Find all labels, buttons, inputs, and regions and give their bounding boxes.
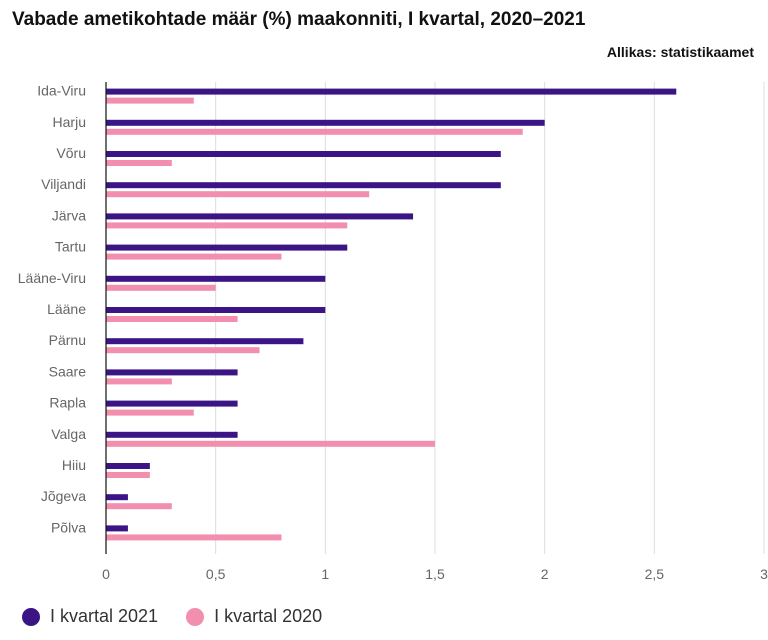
category-label: Saare: [49, 363, 87, 379]
bar-2020[interactable]: [106, 253, 282, 260]
category-label: Valga: [51, 426, 86, 442]
legend: I kvartal 2021 I kvartal 2020: [22, 606, 350, 627]
x-tick-label: 2: [541, 566, 549, 582]
category-label: Hiiu: [62, 457, 86, 473]
x-tick-label: 1: [321, 566, 329, 582]
bar-2021[interactable]: [106, 151, 501, 157]
bar-2020[interactable]: [106, 128, 523, 135]
x-tick-label: 1,5: [425, 566, 445, 582]
x-tick-label: 3: [760, 566, 768, 582]
bar-2020[interactable]: [106, 503, 172, 510]
bar-2020[interactable]: [106, 347, 260, 354]
bar-2020[interactable]: [106, 160, 172, 166]
legend-label-2020: I kvartal 2020: [214, 606, 323, 626]
category-label: Ida-Viru: [37, 83, 86, 99]
category-labels: Ida-Viru Harju Võru Viljandi Järva Tartu Lääne…: [18, 83, 86, 536]
bar-2021[interactable]: [106, 525, 128, 532]
bar-2021[interactable]: [106, 244, 348, 251]
legend-swatch-2020: [186, 607, 205, 626]
category-label: Viljandi: [41, 176, 86, 192]
category-label: Lääne: [47, 301, 86, 317]
bar-2021[interactable]: [106, 88, 677, 95]
source-note: Allikas: statistikaamet: [606, 44, 754, 60]
bar-2021[interactable]: [106, 182, 501, 189]
category-label: Lääne-Viru: [18, 270, 86, 286]
bar-2020[interactable]: [106, 97, 194, 104]
category-label: Tartu: [55, 239, 86, 255]
bar-2021[interactable]: [106, 463, 150, 469]
category-label: Võru: [56, 145, 86, 161]
legend-label-2021: I kvartal 2021: [50, 606, 159, 626]
bar-2021[interactable]: [106, 400, 238, 407]
category-label: Põlva: [51, 519, 86, 535]
bar-2021[interactable]: [106, 494, 128, 501]
bar-chart: Ida-Viru Harju Võru Viljandi Järva Tartu Lääne…: [18, 82, 768, 582]
bar-2020[interactable]: [106, 409, 194, 416]
bar-2021[interactable]: [106, 431, 238, 438]
legend-item-2020[interactable]: I kvartal 2020: [186, 606, 322, 627]
bar-2020[interactable]: [106, 440, 435, 447]
x-tick-label: 0,5: [206, 566, 226, 582]
bar-2020[interactable]: [106, 534, 282, 541]
legend-swatch-2021: [22, 607, 40, 626]
category-label: Harju: [53, 114, 86, 130]
category-label: Rapla: [49, 395, 86, 411]
bar-2020[interactable]: [106, 222, 348, 229]
bar-2021[interactable]: [106, 213, 414, 220]
legend-item-2021[interactable]: I kvartal 2021: [22, 606, 158, 627]
bar-2021[interactable]: [106, 307, 326, 313]
bar-2020[interactable]: [106, 191, 370, 198]
bar-2021[interactable]: [106, 119, 545, 126]
bar-2020[interactable]: [106, 316, 238, 322]
bar-2020[interactable]: [106, 472, 150, 478]
category-label: Pärnu: [49, 332, 86, 348]
x-tick-label: 0: [102, 566, 110, 582]
bars: [106, 88, 677, 541]
bar-2021[interactable]: [106, 275, 326, 282]
x-tick-label: 2,5: [645, 566, 665, 582]
chart-title: Vabade ametikohtade määr (%) maakonniti,…: [12, 9, 586, 30]
bar-2021[interactable]: [106, 338, 304, 345]
category-label: Järva: [52, 207, 86, 223]
bar-2020[interactable]: [106, 378, 172, 385]
bar-2020[interactable]: [106, 284, 216, 291]
bar-2021[interactable]: [106, 369, 238, 376]
category-label: Jõgeva: [41, 488, 86, 504]
tick-labels: 0 0,5 1 1,5 2 2,5 3: [102, 566, 768, 582]
